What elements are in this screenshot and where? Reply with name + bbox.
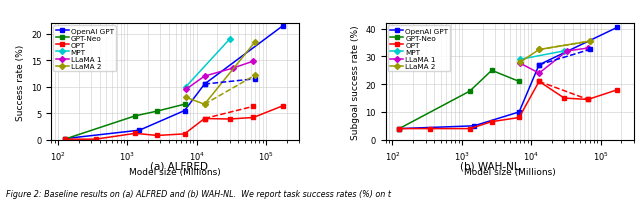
LLaMA 1	[201, 76, 209, 78]
OPT	[614, 89, 621, 91]
GPT-Neo	[466, 90, 474, 93]
OpenAI GPT	[136, 129, 143, 132]
OPT	[488, 121, 495, 123]
OPT	[515, 117, 523, 119]
OpenAI GPT	[470, 125, 478, 127]
MPT	[226, 39, 234, 41]
MPT	[561, 50, 568, 53]
LLaMA 1	[182, 89, 189, 91]
OPT	[584, 99, 592, 101]
LLaMA 2	[182, 97, 189, 99]
OPT	[131, 132, 139, 135]
OPT	[92, 138, 99, 141]
OPT	[279, 105, 287, 107]
OpenAI GPT	[515, 111, 523, 114]
OpenAI GPT	[180, 110, 188, 112]
LLaMA 2	[252, 41, 259, 44]
OPT	[466, 128, 474, 130]
X-axis label: Model size (Millions): Model size (Millions)	[129, 168, 221, 176]
Y-axis label: Subgoal success rate (%): Subgoal success rate (%)	[351, 25, 360, 139]
Line: LLaMA 2: LLaMA 2	[518, 40, 592, 65]
OPT	[180, 133, 188, 135]
OPT	[201, 118, 209, 120]
Line: OpenAI GPT: OpenAI GPT	[63, 25, 285, 141]
MPT	[182, 86, 189, 88]
Y-axis label: Success rate (%): Success rate (%)	[17, 44, 26, 120]
LLaMA 1	[516, 63, 524, 65]
OPT	[535, 81, 543, 83]
Text: (b) WAH-NL: (b) WAH-NL	[460, 161, 520, 171]
LLaMA 1	[535, 73, 543, 75]
Legend: OpenAI GPT, GPT-Neo, OPT, MPT, LLaMA 1, LLaMA 2: OpenAI GPT, GPT-Neo, OPT, MPT, LLaMA 1, …	[53, 26, 116, 72]
GPT-Neo	[61, 138, 68, 141]
LLaMA 1	[584, 48, 591, 50]
OPT	[250, 117, 257, 119]
OPT	[561, 97, 568, 100]
LLaMA 1	[228, 68, 236, 70]
Line: GPT-Neo: GPT-Neo	[63, 103, 187, 142]
GPT-Neo	[180, 103, 188, 106]
OpenAI GPT	[535, 64, 543, 67]
OpenAI GPT	[396, 128, 403, 130]
GPT-Neo	[154, 110, 161, 113]
OpenAI GPT	[61, 138, 68, 140]
GPT-Neo	[396, 128, 403, 130]
LLaMA 1	[563, 50, 571, 53]
LLaMA 2	[535, 49, 543, 51]
LLaMA 2	[516, 61, 524, 64]
LLaMA 1	[249, 61, 257, 63]
OpenAI GPT	[279, 25, 287, 28]
Line: OpenAI GPT: OpenAI GPT	[397, 26, 620, 131]
OPT	[426, 128, 434, 130]
OPT	[226, 118, 234, 121]
LLaMA 2	[586, 41, 594, 43]
Line: LLaMA 1: LLaMA 1	[518, 47, 589, 76]
OPT	[61, 138, 68, 141]
Text: Figure 2: Baseline results on (a) ALFRED and (b) WAH-NL.  We report task success: Figure 2: Baseline results on (a) ALFRED…	[6, 189, 392, 198]
OPT	[154, 135, 161, 137]
GPT-Neo	[515, 81, 523, 83]
Line: LLaMA 2: LLaMA 2	[184, 40, 257, 107]
MPT	[516, 59, 524, 61]
Line: LLaMA 1: LLaMA 1	[184, 60, 255, 92]
Line: OPT: OPT	[397, 80, 620, 131]
X-axis label: Model size (Millions): Model size (Millions)	[464, 168, 556, 176]
OpenAI GPT	[614, 27, 621, 29]
GPT-Neo	[488, 70, 495, 72]
Legend: OpenAI GPT, GPT-Neo, OPT, MPT, LLaMA 1, LLaMA 2: OpenAI GPT, GPT-Neo, OPT, MPT, LLaMA 1, …	[388, 26, 451, 72]
Line: MPT: MPT	[518, 50, 566, 62]
Line: GPT-Neo: GPT-Neo	[397, 69, 521, 131]
Line: OPT: OPT	[63, 104, 285, 142]
LLaMA 2	[201, 103, 209, 106]
Text: (a) ALFRED: (a) ALFRED	[150, 161, 208, 171]
GPT-Neo	[131, 115, 139, 117]
OPT	[396, 128, 403, 130]
Line: MPT: MPT	[184, 38, 232, 89]
OpenAI GPT	[201, 83, 209, 86]
